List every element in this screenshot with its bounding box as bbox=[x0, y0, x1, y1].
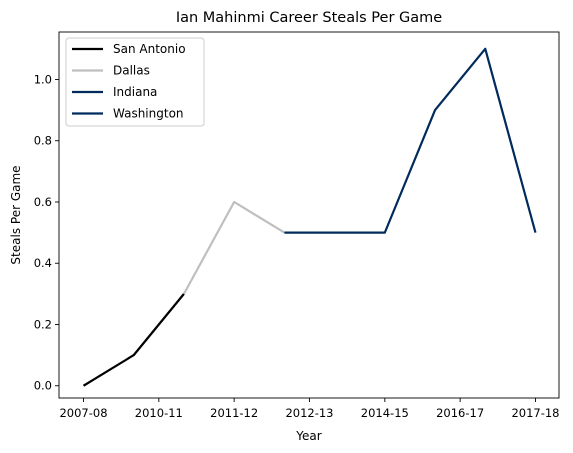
y-axis: 0.0 0.2 0.4 0.6 0.8 1.0 bbox=[34, 72, 59, 393]
x-axis-label: Year bbox=[295, 429, 321, 443]
legend-box bbox=[65, 37, 205, 127]
legend: San Antonio Dallas Indiana Washington bbox=[65, 37, 205, 127]
chart-title: Ian Mahinmi Career Steals Per Game bbox=[176, 10, 442, 26]
y-tick-label: 0.2 bbox=[34, 317, 52, 331]
y-axis-label: Steals Per Game bbox=[9, 165, 23, 264]
y-tick-label: 0.0 bbox=[34, 379, 52, 393]
x-tick-label: 2016-17 bbox=[436, 406, 484, 420]
series-lines bbox=[82, 47, 537, 387]
legend-label: Dallas bbox=[113, 64, 150, 78]
series-line-0 bbox=[82, 293, 185, 387]
legend-label: Washington bbox=[113, 107, 184, 121]
series-line-1 bbox=[182, 200, 285, 295]
legend-label: Indiana bbox=[113, 85, 157, 99]
plot-frame bbox=[58, 31, 560, 399]
x-tick-label: 2010-11 bbox=[135, 406, 183, 420]
x-tick-label: 2017-18 bbox=[511, 406, 559, 420]
x-tick-label: 2011-12 bbox=[210, 406, 258, 420]
y-tick-label: 0.8 bbox=[34, 134, 52, 148]
x-tick-label: 2014-15 bbox=[361, 406, 409, 420]
legend-label: San Antonio bbox=[113, 42, 186, 56]
y-tick-label: 0.4 bbox=[34, 256, 52, 270]
series-line-2 bbox=[284, 47, 537, 234]
y-tick-label: 0.6 bbox=[34, 195, 52, 209]
x-tick-label: 2012-13 bbox=[285, 406, 333, 420]
x-tick-label: 2007-08 bbox=[59, 406, 107, 420]
y-tick-label: 1.0 bbox=[34, 72, 52, 86]
x-axis: 2007-08 2010-11 2011-12 2012-13 2014-15 2016-… bbox=[59, 398, 560, 420]
